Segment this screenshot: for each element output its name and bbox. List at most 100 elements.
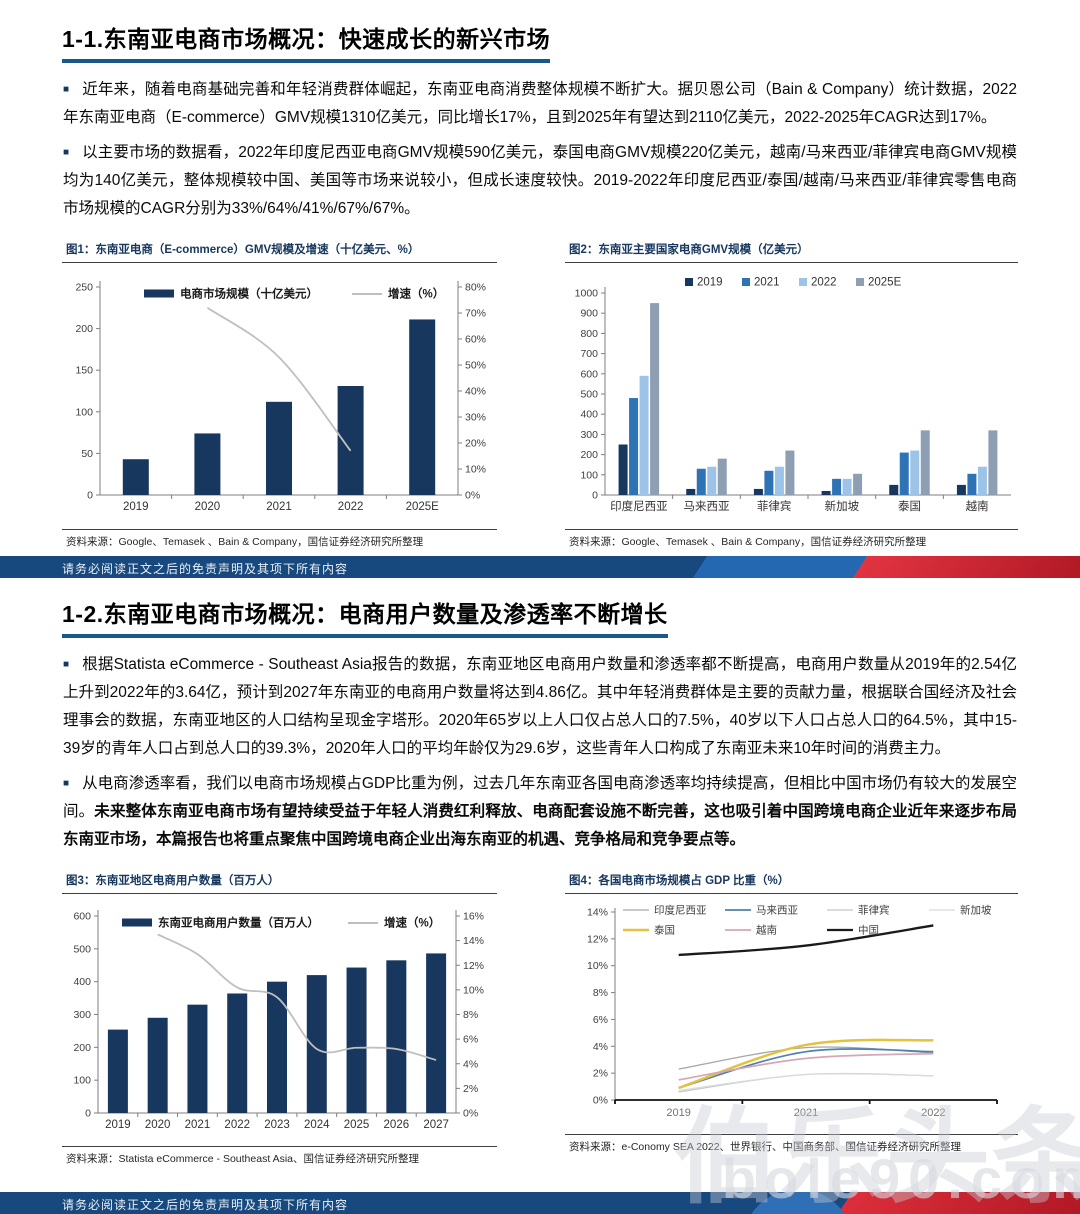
svg-text:30%: 30% [465, 412, 486, 424]
svg-text:2025E: 2025E [868, 277, 902, 289]
strip-red-shape [852, 556, 1080, 578]
svg-text:印度尼西亚: 印度尼西亚 [610, 499, 668, 513]
svg-text:4%: 4% [463, 1058, 478, 1070]
svg-text:50: 50 [81, 448, 93, 460]
svg-text:8%: 8% [463, 1009, 478, 1021]
figure-2-caption: 图2：东南亚主要国家电商GMV规模（亿美元） [565, 239, 1018, 263]
svg-text:新加坡: 新加坡 [825, 499, 860, 513]
svg-text:12%: 12% [463, 960, 484, 972]
slide1-bullets: ■ 近年来，随着电商基础完善和年轻消费群体崛起，东南亚电商消费整体规模不断扩大。据… [63, 76, 1017, 223]
svg-text:8%: 8% [593, 987, 608, 999]
svg-text:2019: 2019 [666, 1107, 690, 1119]
svg-text:2%: 2% [593, 1068, 608, 1080]
svg-text:500: 500 [73, 943, 91, 955]
slide1-figures-row: 图1：东南亚电商（E-commerce）GMV规模及增速（十亿美元、%） 0 50… [62, 239, 1018, 551]
svg-text:300: 300 [580, 429, 598, 441]
svg-text:80%: 80% [465, 282, 486, 294]
figure-4: 图4：各国电商市场规模占 GDP 比重（%） 0% 2% 4% 6% 8% 10% 12% 1… [565, 870, 1018, 1168]
figure-3-caption: 图3：东南亚地区电商用户数量（百万人） [62, 870, 497, 894]
svg-text:12%: 12% [587, 933, 608, 945]
bullet-square-icon: ■ [63, 659, 70, 670]
svg-text:400: 400 [580, 409, 598, 421]
svg-text:2022: 2022 [811, 277, 837, 289]
svg-text:16%: 16% [463, 911, 484, 923]
bullet-square-icon: ■ [63, 84, 70, 95]
svg-text:增速（%）: 增速（%） [388, 287, 444, 301]
slide2-title: 1-2.东南亚电商市场概况：电商用户数量及渗透率不断增长 [62, 599, 668, 638]
svg-text:2023: 2023 [264, 1119, 290, 1131]
svg-text:2021: 2021 [266, 501, 292, 513]
slide2-figures-row: 图3：东南亚地区电商用户数量（百万人） 0 100 200 300 400 500 600 0… [62, 870, 1018, 1168]
svg-text:0%: 0% [465, 490, 480, 502]
svg-text:2025: 2025 [344, 1119, 370, 1131]
svg-text:60%: 60% [465, 334, 486, 346]
svg-text:2021: 2021 [754, 277, 780, 289]
slide1-title-wrap: 1-1.东南亚电商市场概况：快速成长的新兴市场 [62, 24, 1018, 63]
svg-text:500: 500 [580, 389, 598, 401]
svg-text:800: 800 [580, 328, 598, 340]
svg-text:2019: 2019 [123, 501, 149, 513]
svg-text:2021: 2021 [185, 1119, 211, 1131]
strip-blue-shape [692, 556, 878, 578]
slide1-title: 1-1.东南亚电商市场概况：快速成长的新兴市场 [62, 24, 551, 63]
bullet-paragraph: ■ 近年来，随着电商基础完善和年轻消费群体崛起，东南亚电商消费整体规模不断扩大。据… [63, 81, 1018, 126]
figure-1-source: 资料来源：Google、Temasek 、Bain & Company，国信证券… [62, 529, 497, 551]
svg-text:10%: 10% [587, 960, 608, 972]
svg-text:150: 150 [75, 365, 93, 377]
disclaimer-strip-bottom: 请务必阅读正文之后的免责声明及其项下所有内容 [0, 1192, 1080, 1214]
figure-2: 图2：东南亚主要国家电商GMV规模（亿美元） 0 100 200 300 400 500 6… [565, 239, 1018, 551]
svg-text:200: 200 [580, 449, 598, 461]
svg-text:400: 400 [73, 976, 91, 988]
chart-gmv-combo: 0 50 100 150 200 250 0% 10% 20% 30% 40% 50% 60% 70% 80… [75, 281, 486, 513]
svg-text:1000: 1000 [575, 288, 599, 300]
svg-text:70%: 70% [465, 308, 486, 320]
svg-text:100: 100 [580, 469, 598, 481]
svg-text:新加坡: 新加坡 [960, 904, 992, 917]
svg-text:泰国: 泰国 [898, 499, 921, 513]
disclaimer-text-bottom: 请务必阅读正文之后的免责声明及其项下所有内容 [62, 1198, 349, 1212]
svg-text:2025E: 2025E [406, 501, 440, 513]
svg-text:印度尼西亚: 印度尼西亚 [654, 904, 707, 917]
svg-text:马来西亚: 马来西亚 [756, 905, 798, 917]
disclaimer-strip-top: 请务必阅读正文之后的免责声明及其项下所有内容 [0, 556, 1080, 578]
svg-text:菲律宾: 菲律宾 [858, 904, 890, 917]
figure-3: 图3：东南亚地区电商用户数量（百万人） 0 100 200 300 400 500 600 0… [62, 870, 497, 1168]
svg-text:2022: 2022 [224, 1119, 250, 1131]
svg-text:14%: 14% [587, 907, 608, 919]
svg-text:增速（%）: 增速（%） [384, 916, 440, 930]
svg-text:菲律宾: 菲律宾 [757, 499, 792, 513]
slide2-title-wrap: 1-2.东南亚电商市场概况：电商用户数量及渗透率不断增长 [62, 599, 1018, 638]
svg-text:300: 300 [73, 1009, 91, 1021]
figure-4-source: 资料来源：e-Conomy SEA 2022、世界银行、中国商务部、国信证券经济… [565, 1134, 1018, 1156]
svg-text:2022: 2022 [921, 1107, 945, 1119]
svg-text:越南: 越南 [966, 499, 989, 513]
bullet-paragraph: ■ 从电商渗透率看，我们以电商市场规模占GDP比重为例，过去几年东南亚各国电商渗透… [63, 775, 1018, 848]
slide-1: 1-1.东南亚电商市场概况：快速成长的新兴市场 ■ 近年来，随着电商基础完善和年轻… [0, 24, 1080, 551]
strip-circle-shape [742, 1192, 854, 1214]
svg-text:中国: 中国 [858, 924, 879, 937]
svg-text:0%: 0% [463, 1108, 478, 1120]
figure-2-source: 资料来源：Google、Temasek 、Bain & Company，国信证券… [565, 529, 1018, 551]
svg-text:泰国: 泰国 [654, 924, 675, 937]
svg-text:0: 0 [592, 490, 598, 502]
svg-text:200: 200 [75, 323, 93, 335]
svg-text:600: 600 [73, 911, 91, 923]
svg-text:越南: 越南 [756, 924, 777, 937]
svg-text:4%: 4% [593, 1041, 608, 1053]
svg-text:40%: 40% [465, 386, 486, 398]
svg-text:14%: 14% [463, 935, 484, 947]
svg-text:马来西亚: 马来西亚 [684, 500, 730, 513]
strip-red-shape-bottom [837, 1192, 1080, 1214]
figure-3-source: 资料来源：Statista eCommerce - Southeast Asia… [62, 1146, 497, 1168]
figure-1: 图1：东南亚电商（E-commerce）GMV规模及增速（十亿美元、%） 0 50… [62, 239, 497, 551]
bullet-square-icon: ■ [63, 778, 70, 789]
chart-users-combo: 0 100 200 300 400 500 600 0% 2% 4% 6% 8% 10% 12% 14% 16… [73, 910, 484, 1131]
svg-text:2027: 2027 [423, 1119, 449, 1131]
svg-text:0: 0 [87, 490, 93, 502]
svg-text:900: 900 [580, 308, 598, 320]
figure-4-caption: 图4：各国电商市场规模占 GDP 比重（%） [565, 870, 1018, 894]
bullet-paragraph: ■ 根据Statista eCommerce - Southeast Asia报告… [63, 656, 1017, 757]
svg-text:700: 700 [580, 348, 598, 360]
bullet-paragraph: ■ 以主要市场的数据看，2022年印度尼西亚电商GMV规模590亿美元，泰国电商G… [63, 144, 1017, 217]
